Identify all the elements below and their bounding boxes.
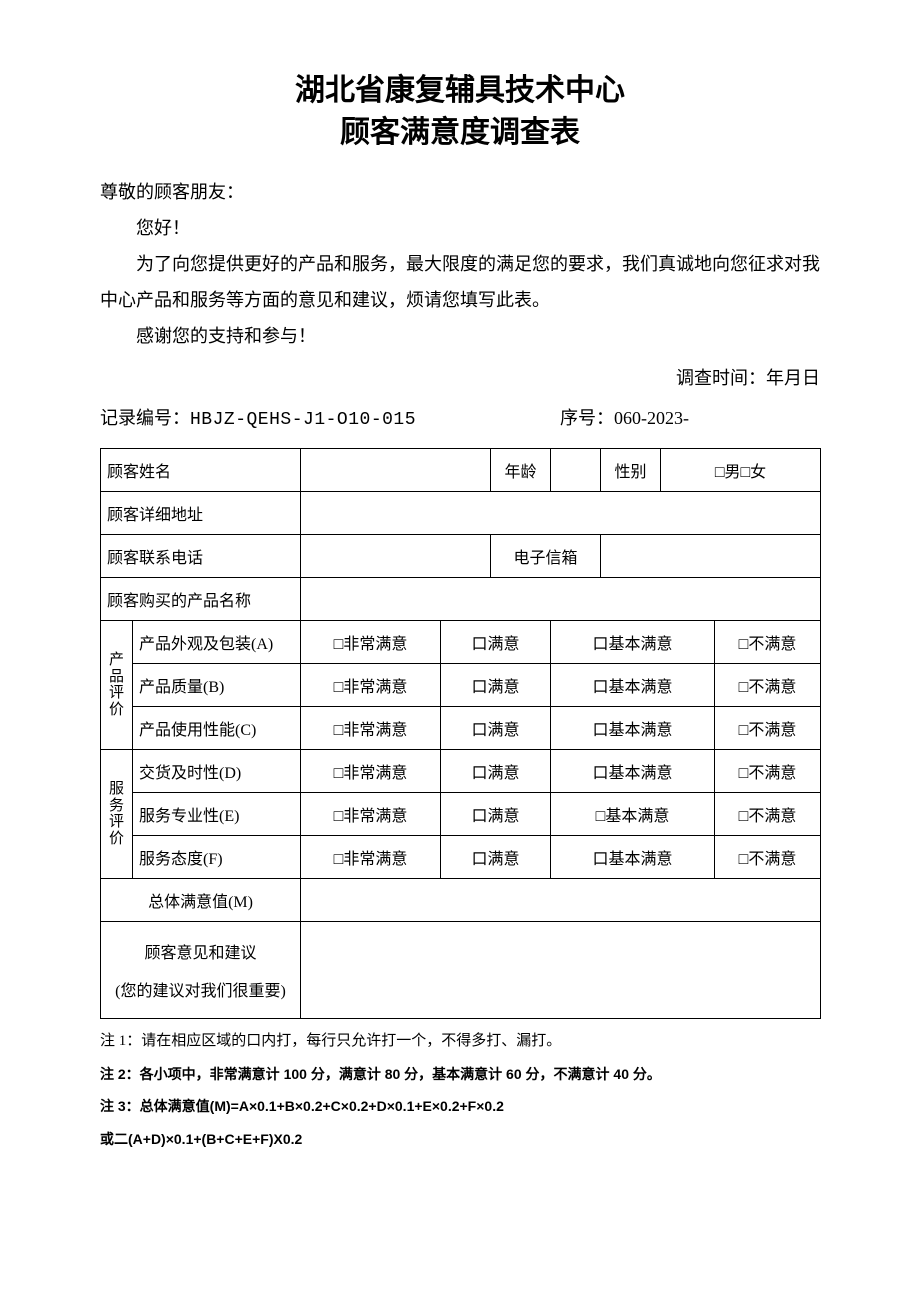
opt-e-3[interactable]: □基本满意 [551,793,715,836]
opt-a-4[interactable]: □不满意 [715,621,821,664]
opt-a-3[interactable]: 口基本满意 [551,621,715,664]
row-prod-b: 产品质量(B) □非常满意 口满意 口基本满意 □不满意 [101,664,821,707]
title-block: 湖北省康复辅具技术中心 顾客满意度调查表 [100,70,820,154]
row-total: 总体满意值(M) [101,879,821,922]
opt-a-2[interactable]: 口满意 [441,621,551,664]
id-line: 记录编号：HBJZ-QEHS-J1-O10-015 序号：060-2023- [100,404,820,430]
feedback-line2: (您的建议对我们很重要) [107,977,294,1001]
label-svc-e: 服务专业性(E) [133,793,301,836]
opt-f-3[interactable]: 口基本满意 [551,836,715,879]
survey-date: 调查时间：年月日 [100,364,820,390]
opt-a-1[interactable]: □非常满意 [301,621,441,664]
input-product-name[interactable] [301,578,821,621]
input-feedback[interactable] [301,922,821,1019]
row-name: 顾客姓名 年龄 性别 □男□女 [101,449,821,492]
group-service-eval: 服务评价 [101,750,133,879]
row-prod-a: 产品评价 产品外观及包装(A) □非常满意 口满意 口基本满意 □不满意 [101,621,821,664]
label-svc-d: 交货及时性(D) [133,750,301,793]
input-phone[interactable] [301,535,491,578]
record-no-label: 记录编号： [100,408,190,428]
label-customer-name: 顾客姓名 [101,449,301,492]
label-total: 总体满意值(M) [101,879,301,922]
seq-value: 060-2023- [614,408,689,428]
survey-table: 顾客姓名 年龄 性别 □男□女 顾客详细地址 顾客联系电话 电子信箱 顾客购买的… [100,448,821,1019]
opt-e-1[interactable]: □非常满意 [301,793,441,836]
seq-label: 序号： [560,408,614,428]
opt-d-2[interactable]: 口满意 [441,750,551,793]
opt-b-3[interactable]: 口基本满意 [551,664,715,707]
opt-e-4[interactable]: □不满意 [715,793,821,836]
opt-f-4[interactable]: □不满意 [715,836,821,879]
input-total[interactable] [301,879,821,922]
title-line-2: 顾客满意度调查表 [100,112,820,154]
label-prod-c: 产品使用性能(C) [133,707,301,750]
opt-f-1[interactable]: □非常满意 [301,836,441,879]
opt-b-4[interactable]: □不满意 [715,664,821,707]
label-product-name: 顾客购买的产品名称 [101,578,301,621]
opt-b-2[interactable]: 口满意 [441,664,551,707]
row-phone: 顾客联系电话 电子信箱 [101,535,821,578]
row-svc-f: 服务态度(F) □非常满意 口满意 口基本满意 □不满意 [101,836,821,879]
greeting: 尊敬的顾客朋友： [100,174,820,210]
group-product-eval: 产品评价 [101,621,133,750]
label-prod-a: 产品外观及包装(A) [133,621,301,664]
opt-b-1[interactable]: □非常满意 [301,664,441,707]
label-email: 电子信箱 [491,535,601,578]
hello: 您好！ [100,210,820,246]
intro-block: 尊敬的顾客朋友： 您好！ 为了向您提供更好的产品和服务，最大限度的满足您的要求，… [100,174,820,354]
thanks: 感谢您的支持和参与！ [100,318,820,354]
notes-block: 注 1：请在相应区域的口内打，每行只允许打一个，不得多打、漏打。 注 2：各小项… [100,1029,820,1150]
page: 湖北省康复辅具技术中心 顾客满意度调查表 尊敬的顾客朋友： 您好！ 为了向您提供… [0,0,920,1301]
row-svc-e: 服务专业性(E) □非常满意 口满意 □基本满意 □不满意 [101,793,821,836]
opt-e-2[interactable]: 口满意 [441,793,551,836]
note-2: 注 2：各小项中，非常满意计 100 分，满意计 80 分，基本满意计 60 分… [100,1063,820,1085]
row-prod-c: 产品使用性能(C) □非常满意 口满意 口基本满意 □不满意 [101,707,821,750]
label-phone: 顾客联系电话 [101,535,301,578]
note-1: 注 1：请在相应区域的口内打，每行只允许打一个，不得多打、漏打。 [100,1029,820,1053]
opt-d-4[interactable]: □不满意 [715,750,821,793]
title-line-1: 湖北省康复辅具技术中心 [100,70,820,112]
opt-c-1[interactable]: □非常满意 [301,707,441,750]
label-prod-b: 产品质量(B) [133,664,301,707]
row-svc-d: 服务评价 交货及时性(D) □非常满意 口满意 口基本满意 □不满意 [101,750,821,793]
record-no: 记录编号：HBJZ-QEHS-J1-O10-015 [100,404,560,430]
input-email[interactable] [601,535,821,578]
opt-c-4[interactable]: □不满意 [715,707,821,750]
label-address: 顾客详细地址 [101,492,301,535]
opt-d-3[interactable]: 口基本满意 [551,750,715,793]
label-feedback: 顾客意见和建议 (您的建议对我们很重要) [101,922,301,1019]
note-3b: 或二(A+D)×0.1+(B+C+E+F)X0.2 [100,1128,820,1150]
opt-c-3[interactable]: 口基本满意 [551,707,715,750]
label-gender: 性别 [601,449,661,492]
record-no-value: HBJZ-QEHS-J1-O10-015 [190,410,416,430]
label-age: 年龄 [491,449,551,492]
row-product: 顾客购买的产品名称 [101,578,821,621]
row-address: 顾客详细地址 [101,492,821,535]
input-address[interactable] [301,492,821,535]
row-feedback: 顾客意见和建议 (您的建议对我们很重要) [101,922,821,1019]
note-3: 注 3：总体满意值(M)=A×0.1+B×0.2+C×0.2+D×0.1+E×0… [100,1095,820,1117]
label-svc-f: 服务态度(F) [133,836,301,879]
input-gender[interactable]: □男□女 [661,449,821,492]
sequence-no: 序号：060-2023- [560,404,820,430]
input-customer-name[interactable] [301,449,491,492]
feedback-line1: 顾客意见和建议 [107,939,294,963]
intro-paragraph: 为了向您提供更好的产品和服务，最大限度的满足您的要求，我们真诚地向您征求对我中心… [100,246,820,318]
opt-f-2[interactable]: 口满意 [441,836,551,879]
opt-c-2[interactable]: 口满意 [441,707,551,750]
opt-d-1[interactable]: □非常满意 [301,750,441,793]
input-age[interactable] [551,449,601,492]
